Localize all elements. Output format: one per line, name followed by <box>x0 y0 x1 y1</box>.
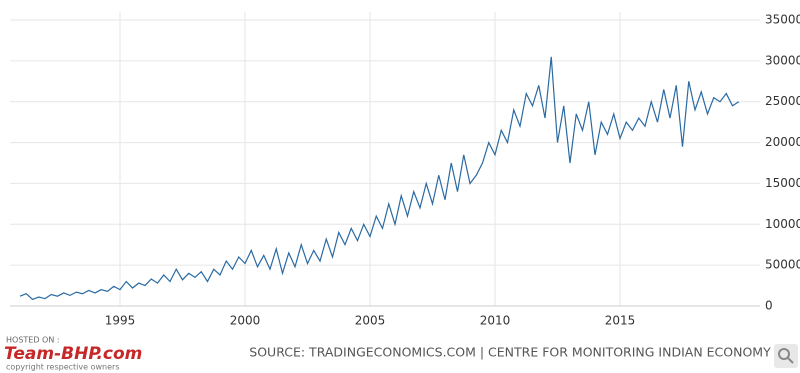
watermark-copyright: copyright respective owners <box>6 363 120 372</box>
watermark-brand: Team-BHP.com <box>4 344 142 364</box>
x-tick-label: 2010 <box>480 314 511 328</box>
series-line <box>19 56 740 301</box>
y-tick-label: 300000 <box>765 53 800 67</box>
y-tick-label: 100000 <box>765 217 800 231</box>
zoom-button[interactable] <box>774 344 798 368</box>
source-note: SOURCE: TRADINGECONOMICS.COM | CENTRE FO… <box>249 345 771 360</box>
zoom-icon-handle <box>787 357 794 364</box>
y-tick-label: 350000 <box>765 13 800 27</box>
x-tick-label: 1995 <box>105 314 136 328</box>
watermark-hosted: HOSTED ON : <box>6 336 60 345</box>
y-tick-label: 150000 <box>765 176 800 190</box>
x-tick-label: 2000 <box>230 314 261 328</box>
x-tick-label: 2005 <box>355 314 386 328</box>
y-tick-label: 50000 <box>765 258 800 272</box>
y-tick-label: 200000 <box>765 135 800 149</box>
zoom-icon <box>778 348 790 360</box>
x-tick-label: 2015 <box>605 314 636 328</box>
zoom-button-bg[interactable] <box>774 344 798 368</box>
y-tick-label: 0 <box>765 299 773 313</box>
y-tick-label: 250000 <box>765 94 800 108</box>
